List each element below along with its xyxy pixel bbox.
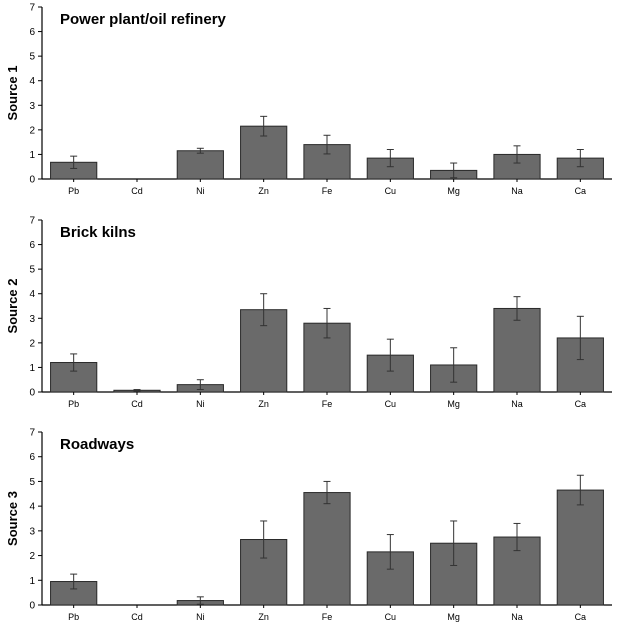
panel-title: Roadways <box>60 436 134 453</box>
x-tick-label: Pb <box>68 612 79 622</box>
x-tick-label: Mg <box>447 186 460 196</box>
y-tick-label: 7 <box>29 428 35 439</box>
y-tick-label: 6 <box>29 452 35 463</box>
y-tick-label: 5 <box>29 265 35 276</box>
x-tick-label: Fe <box>322 612 333 622</box>
x-tick-label: Fe <box>322 186 333 196</box>
y-tick-label: 4 <box>29 502 35 513</box>
y-tick-label: 6 <box>29 27 35 38</box>
x-tick-label: Cd <box>131 399 143 409</box>
bar-na <box>493 307 541 393</box>
bar-fe <box>303 492 351 606</box>
x-tick-label: Fe <box>322 399 333 409</box>
y-tick-label: 6 <box>29 240 35 251</box>
y-tick-label: 0 <box>29 388 35 399</box>
bar-ni <box>176 150 224 180</box>
panel-source-2: 0 1 2 3 4 5 6 7 Pb Cd Ni Zn Fe Cu Mg Na Ca Brick kilns Sou… <box>5 216 612 409</box>
x-tick-label: Pb <box>68 186 79 196</box>
y-axis-label: Source 2 <box>5 279 20 334</box>
y-tick-label: 2 <box>29 551 35 562</box>
x-tick-label: Cu <box>385 186 397 196</box>
x-tick-label: Na <box>511 186 523 196</box>
x-tick-label: Ni <box>196 186 205 196</box>
x-tick-label: Ca <box>575 612 587 622</box>
y-tick-label: 1 <box>29 363 35 374</box>
x-tick-label: Ni <box>196 399 205 409</box>
x-tick-label: Mg <box>447 399 460 409</box>
y-tick-label: 0 <box>29 601 35 612</box>
y-tick-label: 3 <box>29 314 35 325</box>
y-tick-label: 3 <box>29 101 35 112</box>
x-tick-label: Zn <box>258 186 269 196</box>
bar-ca <box>556 489 604 606</box>
y-tick-label: 2 <box>29 338 35 349</box>
x-tick-label: Ca <box>575 399 587 409</box>
y-tick-label: 4 <box>29 76 35 87</box>
y-tick-label: 0 <box>29 175 35 186</box>
x-tick-label: Ni <box>196 612 205 622</box>
panel-title: Brick kilns <box>60 224 136 241</box>
x-tick-label: Na <box>511 612 523 622</box>
x-tick-label: Cd <box>131 186 143 196</box>
x-tick-label: Zn <box>258 612 269 622</box>
y-axis-label: Source 3 <box>5 491 20 546</box>
y-tick-label: 1 <box>29 150 35 161</box>
x-tick-label: Ca <box>575 186 587 196</box>
y-tick-label: 5 <box>29 477 35 488</box>
x-tick-label: Cu <box>385 399 397 409</box>
y-tick-label: 2 <box>29 125 35 136</box>
y-tick-label: 7 <box>29 216 35 227</box>
x-tick-label: Pb <box>68 399 79 409</box>
x-tick-label: Cd <box>131 612 143 622</box>
y-tick-label: 3 <box>29 526 35 537</box>
y-tick-label: 1 <box>29 576 35 587</box>
x-tick-label: Mg <box>447 612 460 622</box>
panel-source-3: 0 1 2 3 4 5 6 7 Pb Cd Ni Zn Fe Cu Mg Na Ca Roadways Source… <box>5 428 612 622</box>
y-axis-label: Source 1 <box>5 66 20 121</box>
panel-source-1: 0 1 2 3 4 5 6 7 Pb Cd Ni Zn Fe Cu Mg Na Ca Power plant/oi… <box>5 3 612 196</box>
y-tick-label: 5 <box>29 52 35 63</box>
x-tick-label: Zn <box>258 399 269 409</box>
x-tick-label: Na <box>511 399 523 409</box>
panel-title: Power plant/oil refinery <box>60 11 227 28</box>
y-tick-label: 7 <box>29 3 35 14</box>
x-tick-label: Cu <box>385 612 397 622</box>
y-tick-label: 4 <box>29 289 35 300</box>
